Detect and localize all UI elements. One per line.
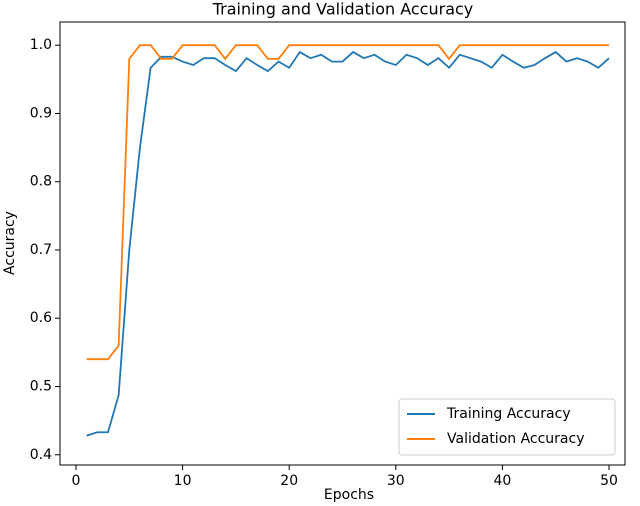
legend-box — [398, 398, 616, 456]
x-tick-label: 10 — [174, 473, 192, 489]
y-tick-label: 0.5 — [30, 379, 52, 395]
data-line — [86, 44, 610, 361]
y-axis-label: Accuracy — [2, 211, 18, 275]
y-tick-label: 0.9 — [30, 105, 52, 121]
x-tick-label: 50 — [600, 473, 618, 489]
data-line — [86, 50, 610, 437]
legend-label: Validation Accuracy — [447, 431, 585, 447]
chart-title: Training and Validation Accuracy — [212, 0, 474, 19]
y-tick-label: 1.0 — [30, 37, 52, 53]
y-tick-label: 0.6 — [30, 310, 52, 326]
y-tick-label: 0.7 — [30, 242, 52, 258]
x-tick-label: 20 — [280, 473, 298, 489]
x-tick-label: 0 — [72, 473, 81, 489]
x-tick-label: 30 — [387, 473, 405, 489]
y-tick-label: 0.8 — [30, 174, 52, 190]
y-tick-label: 0.4 — [30, 447, 52, 463]
plot-frame — [59, 21, 626, 466]
x-axis-label: Epochs — [324, 487, 374, 503]
x-tick-label: 40 — [493, 473, 511, 489]
legend-label: Training Accuracy — [446, 406, 571, 422]
